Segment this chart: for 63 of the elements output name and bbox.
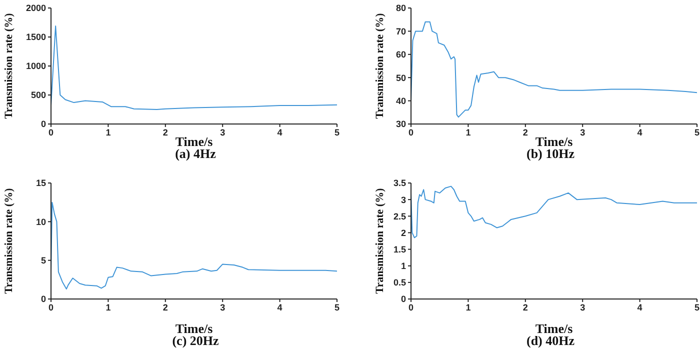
y-axis-title: Transmission rate (%) — [2, 12, 16, 121]
text: (a) 4Hz — [174, 146, 217, 162]
y-tick-label: 5 — [40, 256, 46, 266]
y-tick-label: 2.5 — [393, 211, 406, 222]
y-tick-label: 3 — [400, 194, 406, 205]
x-axis-title: Time/s — [175, 321, 213, 336]
x-tick-label: 4 — [637, 302, 642, 312]
x-tick-label: 3 — [580, 302, 586, 312]
x-tick-label: 1 — [106, 302, 111, 312]
y-tick-label: 1500 — [26, 32, 46, 42]
x-axis-title: Time/s — [535, 134, 573, 149]
x-tick-label: 2 — [522, 127, 528, 138]
y-tick-label: 30 — [396, 119, 406, 130]
x-axis-title: Time/s — [175, 134, 213, 149]
x-tick-label: 0 — [408, 127, 414, 138]
x-tick-label: 4 — [277, 127, 282, 138]
y-tick-label: 0 — [40, 294, 46, 304]
y-axis-title: Transmission rate (%) — [2, 187, 16, 296]
x-tick-label: 1 — [466, 127, 471, 138]
y-tick-label: 1000 — [26, 61, 46, 72]
x-tick-label: 3 — [220, 302, 226, 312]
x-tick-label: 1 — [106, 127, 111, 138]
y-tick-label: 1.5 — [393, 244, 406, 254]
y-tick-label: 40 — [396, 96, 406, 106]
line-series — [411, 21, 697, 118]
x-tick-label: 4 — [637, 127, 642, 138]
y-tick-label: 2000 — [26, 3, 46, 14]
y-tick-label: 80 — [396, 3, 406, 14]
x-tick-label: 2 — [162, 302, 168, 312]
y-tick-label: 60 — [396, 50, 406, 60]
x-tick-label: 1 — [466, 302, 471, 312]
x-tick-label: 5 — [694, 127, 700, 138]
text: (d) 40Hz — [525, 333, 576, 349]
y-axis-title: Transmission rate (%) — [373, 187, 387, 296]
x-tick-label: 0 — [48, 302, 54, 312]
x-tick-label: 3 — [220, 127, 226, 138]
y-tick-label: 70 — [396, 26, 406, 36]
x-tick-label: 0 — [408, 302, 414, 312]
text: (b) 10Hz — [525, 146, 576, 162]
y-tick-label: 500 — [30, 90, 46, 100]
line-series — [51, 202, 337, 290]
line-series — [51, 25, 337, 110]
text: (c) 20Hz — [171, 333, 220, 349]
x-tick-label: 5 — [334, 127, 340, 138]
y-tick-label: 0.5 — [393, 278, 406, 288]
y-tick-label: 3.5 — [393, 178, 406, 188]
x-tick-label: 4 — [277, 302, 282, 312]
x-tick-label: 5 — [694, 302, 700, 312]
y-tick-label: 15 — [36, 178, 46, 188]
y-tick-label: 10 — [36, 216, 46, 227]
y-tick-label: 2 — [400, 228, 406, 238]
y-tick-label: 0 — [400, 294, 406, 304]
x-tick-label: 5 — [334, 302, 340, 312]
line-series — [411, 186, 697, 238]
y-tick-label: 0 — [40, 119, 46, 130]
x-tick-label: 0 — [48, 127, 54, 138]
y-tick-label: 50 — [396, 72, 406, 83]
x-axis-title: Time/s — [535, 321, 573, 336]
x-tick-label: 2 — [522, 302, 528, 312]
y-tick-label: 1 — [400, 261, 406, 272]
y-axis-title: Transmission rate (%) — [373, 12, 387, 121]
x-tick-label: 2 — [162, 127, 168, 138]
x-tick-label: 3 — [580, 127, 586, 138]
